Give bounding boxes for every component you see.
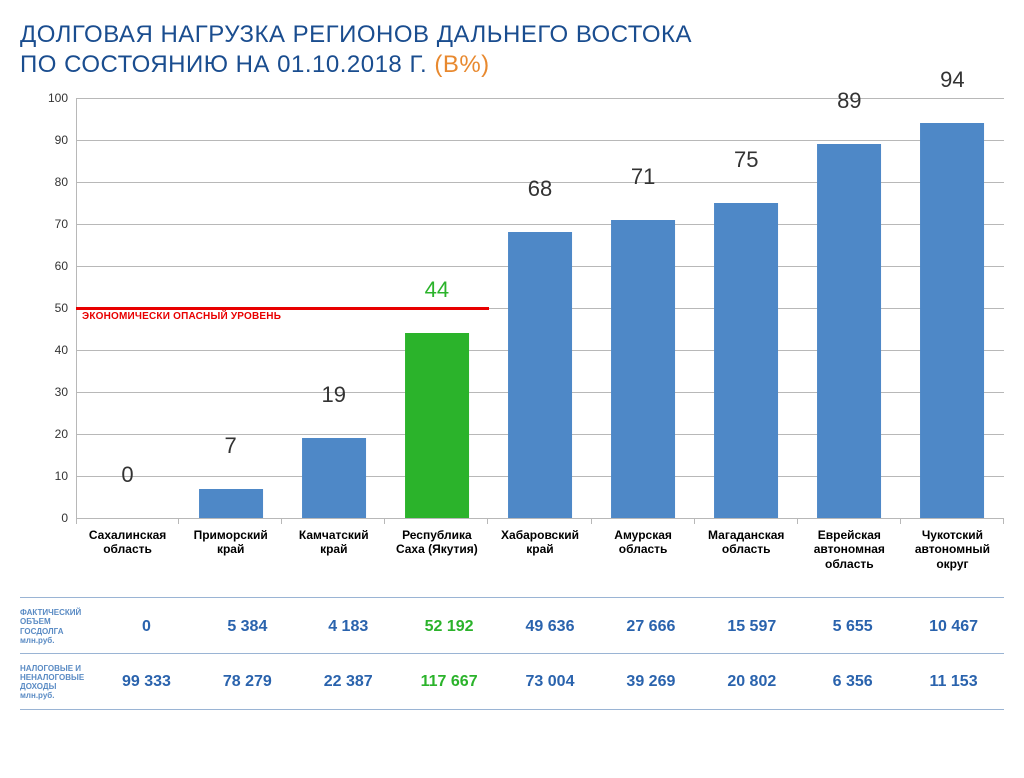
x-axis-label: Камчатскийкрай <box>282 528 385 571</box>
table-cell: 20 802 <box>701 673 802 691</box>
bar-value-label: 44 <box>425 277 449 305</box>
table-cell: 117 667 <box>399 673 500 691</box>
table-cell: 78 279 <box>197 673 298 691</box>
threshold-label: ЭКОНОМИЧЕСКИ ОПАСНЫЙ УРОВЕНЬ <box>82 308 281 322</box>
bar <box>817 144 881 518</box>
plot-area: 01020304050607080901000719446871758994ЭК… <box>76 98 1004 518</box>
y-tick-label: 60 <box>38 259 68 273</box>
bar-column: 75 <box>695 98 798 518</box>
table-row-header: НАЛОГОВЫЕ ИНЕНАЛОГОВЫЕДОХОДЫмлн.руб. <box>20 664 96 701</box>
title-line-2-suffix: (В%) <box>434 51 489 78</box>
y-tick-label: 20 <box>38 427 68 441</box>
y-tick-label: 0 <box>38 511 68 525</box>
chart-title: ДОЛГОВАЯ НАГРУЗКА РЕГИОНОВ ДАЛЬНЕГО ВОСТ… <box>20 20 1004 80</box>
bar-value-label: 68 <box>528 176 552 204</box>
y-tick-label: 40 <box>38 343 68 357</box>
bar <box>199 489 263 518</box>
x-tick-mark <box>76 518 77 524</box>
table-cell: 73 004 <box>500 673 601 691</box>
x-tick-mark <box>178 518 179 524</box>
x-axis-label: Приморскийкрай <box>179 528 282 571</box>
table-cell: 0 <box>96 618 197 636</box>
table-cell: 99 333 <box>96 673 197 691</box>
bar <box>920 123 984 518</box>
table-cell: 6 356 <box>802 673 903 691</box>
table-cell: 27 666 <box>600 618 701 636</box>
x-axis-label: Сахалинскаяобласть <box>76 528 179 571</box>
title-line-1: ДОЛГОВАЯ НАГРУЗКА РЕГИОНОВ ДАЛЬНЕГО ВОСТ… <box>20 20 1004 50</box>
x-tick-mark <box>1003 518 1004 524</box>
x-axis-label: Магаданскаяобласть <box>695 528 798 571</box>
table-row-cells: 05 3844 18352 19249 63627 66615 5975 655… <box>96 618 1004 636</box>
bar-column: 68 <box>488 98 591 518</box>
x-tick-mark <box>797 518 798 524</box>
x-axis-labels: СахалинскаяобластьПриморскийкрайКамчатск… <box>76 528 1004 571</box>
table-cell: 5 655 <box>802 618 903 636</box>
bar <box>611 220 675 518</box>
bar-value-label: 19 <box>322 382 346 410</box>
bar-column: 71 <box>592 98 695 518</box>
y-tick-label: 80 <box>38 175 68 189</box>
table-cell: 5 384 <box>197 618 298 636</box>
x-axis-label: Амурскаяобласть <box>592 528 695 571</box>
table-cell: 22 387 <box>298 673 399 691</box>
x-axis-label: Хабаровскийкрай <box>488 528 591 571</box>
title-line-2-prefix: ПО СОСТОЯНИЮ НА 01.10.2018 Г. <box>20 51 434 78</box>
bar <box>508 232 572 518</box>
bar-value-label: 71 <box>631 164 655 192</box>
y-tick-label: 50 <box>38 301 68 315</box>
table-cell: 4 183 <box>298 618 399 636</box>
x-axis-label: РеспубликаСаха (Якутия) <box>385 528 488 571</box>
table-row: ФАКТИЧЕСКИЙОБЪЕМГОСДОЛГАмлн.руб.05 3844 … <box>20 597 1004 653</box>
y-tick-label: 70 <box>38 217 68 231</box>
x-tick-mark <box>900 518 901 524</box>
x-tick-mark <box>487 518 488 524</box>
table-cell: 49 636 <box>500 618 601 636</box>
table-row-cells: 99 33378 27922 387117 66773 00439 26920 … <box>96 673 1004 691</box>
x-tick-mark <box>384 518 385 524</box>
bar-value-label: 94 <box>940 67 964 95</box>
table-cell: 15 597 <box>701 618 802 636</box>
table-cell: 39 269 <box>600 673 701 691</box>
x-axis-label: Еврейскаяавтономнаяобласть <box>798 528 901 571</box>
x-axis-label: Чукотскийавтономныйокруг <box>901 528 1004 571</box>
y-tick-label: 90 <box>38 133 68 147</box>
y-tick-label: 10 <box>38 469 68 483</box>
bar-value-label: 89 <box>837 88 861 116</box>
data-table: ФАКТИЧЕСКИЙОБЪЕМГОСДОЛГАмлн.руб.05 3844 … <box>20 597 1004 710</box>
gridline <box>76 518 1004 519</box>
title-line-2: ПО СОСТОЯНИЮ НА 01.10.2018 Г. (В%) <box>20 50 1004 80</box>
table-cell: 11 153 <box>903 673 1004 691</box>
bar <box>714 203 778 518</box>
x-tick-mark <box>591 518 592 524</box>
bar <box>405 333 469 518</box>
bar <box>302 438 366 518</box>
chart-area: 01020304050607080901000719446871758994ЭК… <box>76 98 1004 518</box>
table-row-header: ФАКТИЧЕСКИЙОБЪЕМГОСДОЛГАмлн.руб. <box>20 608 96 645</box>
y-tick-label: 30 <box>38 385 68 399</box>
table-cell: 52 192 <box>399 618 500 636</box>
x-tick-mark <box>281 518 282 524</box>
bar-value-label: 75 <box>734 147 758 175</box>
bar-value-label: 0 <box>121 462 133 490</box>
table-row: НАЛОГОВЫЕ ИНЕНАЛОГОВЫЕДОХОДЫмлн.руб.99 3… <box>20 653 1004 710</box>
x-tick-mark <box>694 518 695 524</box>
y-tick-label: 100 <box>38 91 68 105</box>
bar-column: 94 <box>901 98 1004 518</box>
table-cell: 10 467 <box>903 618 1004 636</box>
bar-value-label: 7 <box>225 433 237 461</box>
bar-column: 89 <box>798 98 901 518</box>
